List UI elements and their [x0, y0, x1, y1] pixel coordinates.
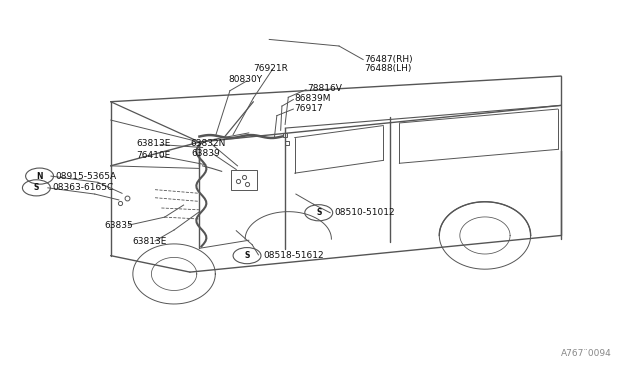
Text: 08518-51612: 08518-51612 [263, 251, 324, 260]
Text: 08510-51012: 08510-51012 [335, 208, 396, 217]
Text: 63835: 63835 [104, 221, 133, 230]
Text: 78816V: 78816V [307, 84, 342, 93]
Text: 76487(RH): 76487(RH) [364, 55, 413, 64]
Text: 63813E: 63813E [136, 140, 170, 148]
Bar [231, 170, 257, 190]
Text: 63813E: 63813E [133, 237, 167, 246]
Text: 80830Y: 80830Y [228, 75, 262, 84]
Text: S: S [34, 183, 39, 192]
Text: 63832N: 63832N [190, 140, 225, 148]
Text: 08363-6165C: 08363-6165C [52, 183, 113, 192]
Text: S: S [244, 251, 250, 260]
Text: S: S [316, 208, 321, 217]
Text: 76488(LH): 76488(LH) [364, 64, 412, 73]
Text: 76921R: 76921R [253, 64, 288, 73]
Text: 63839: 63839 [191, 148, 220, 157]
Text: 86839M: 86839M [294, 94, 331, 103]
Text: 76917: 76917 [294, 104, 323, 113]
Text: A767¨0094: A767¨0094 [561, 349, 612, 358]
Text: 08915-5365A: 08915-5365A [56, 171, 116, 181]
Text: 76410E: 76410E [136, 151, 170, 160]
Text: N: N [36, 171, 43, 181]
